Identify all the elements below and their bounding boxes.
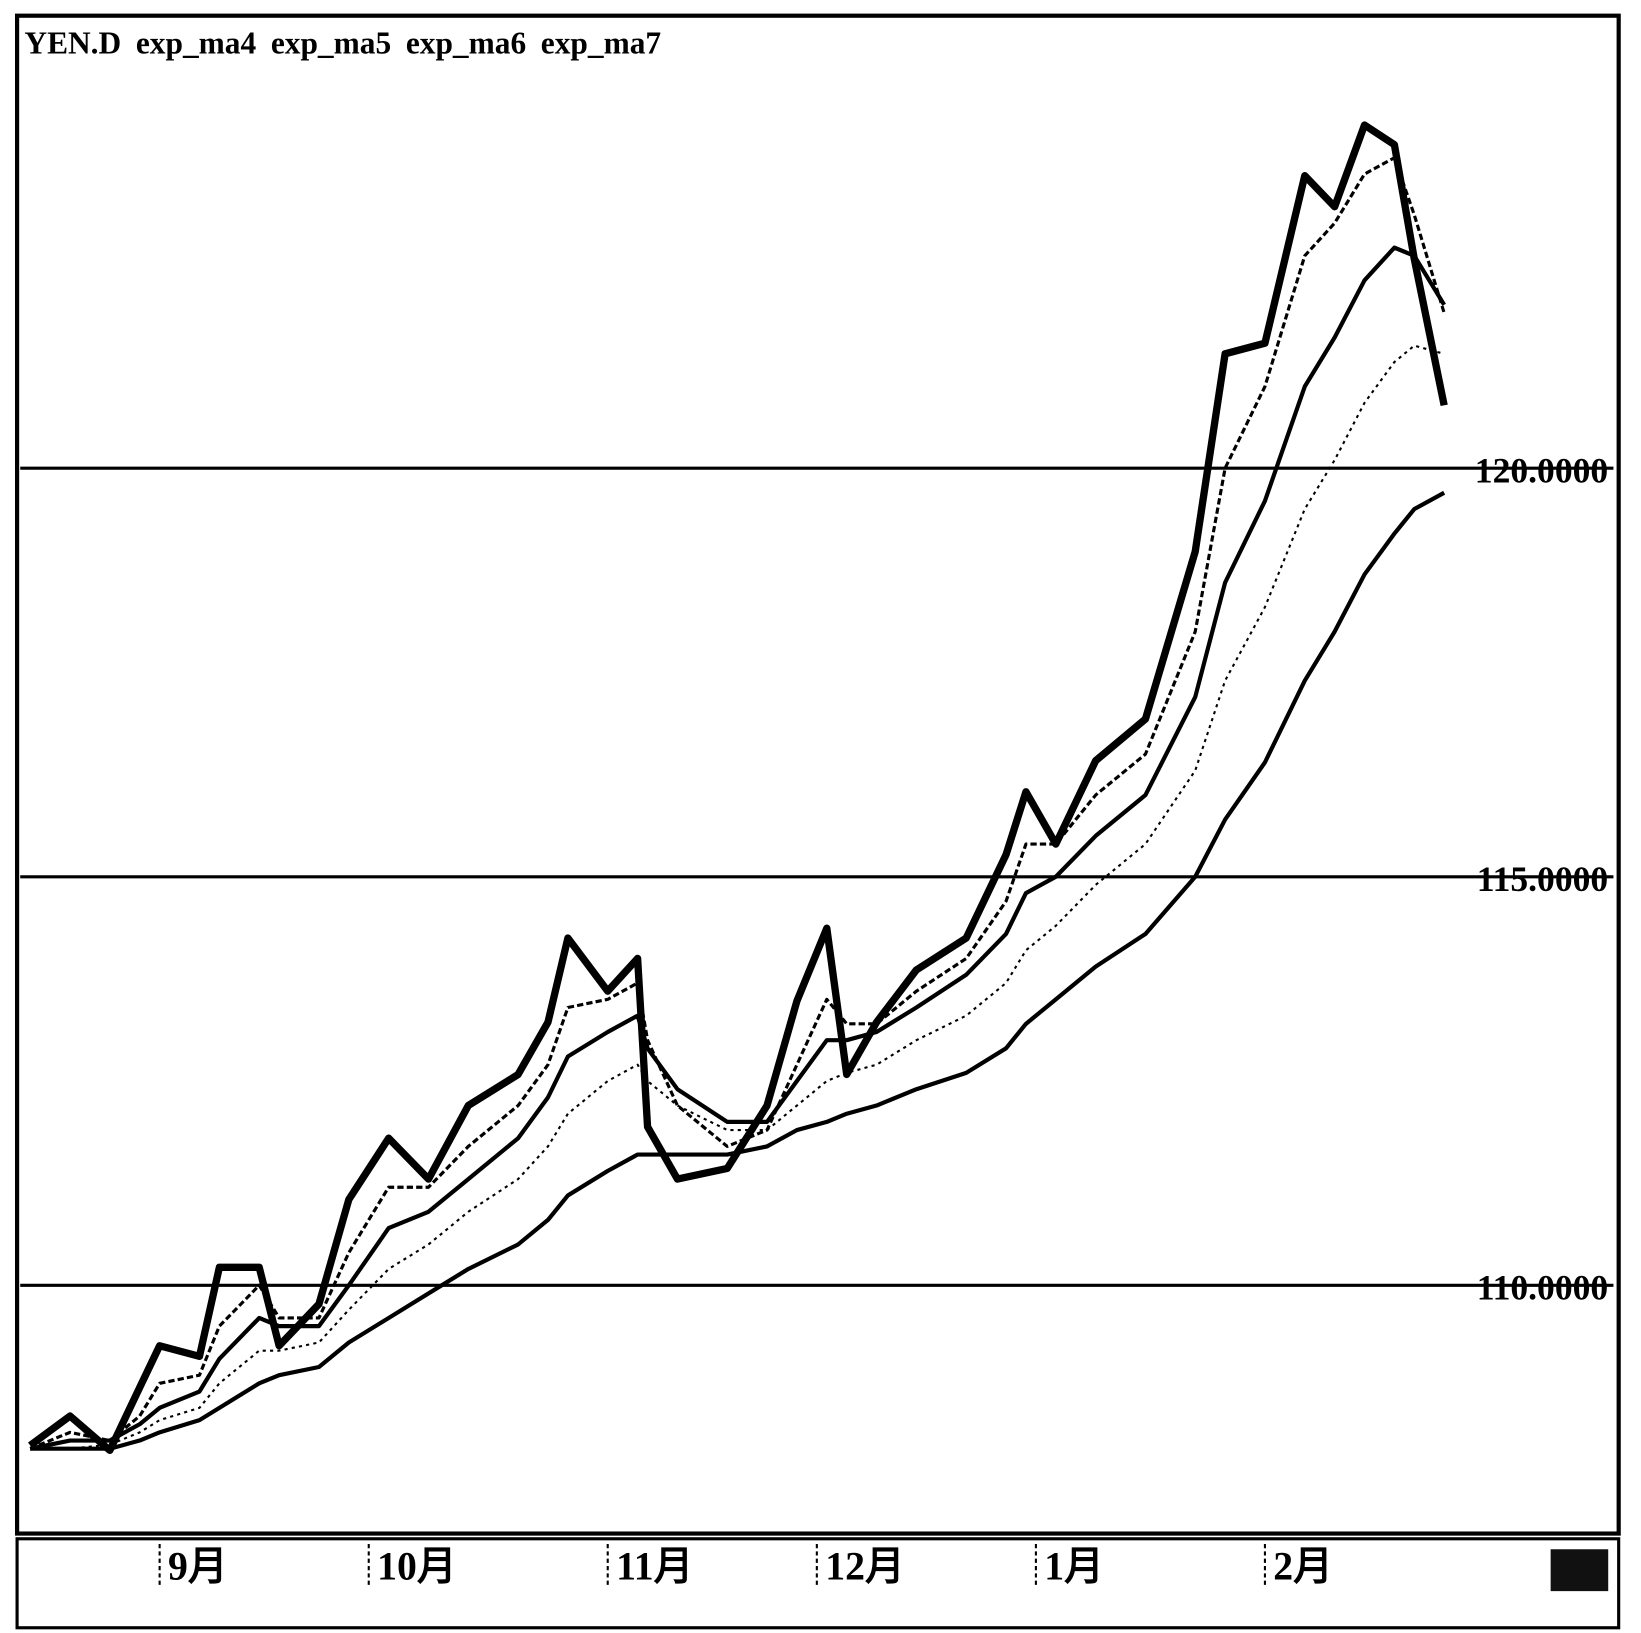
- series-line: [29, 245, 1446, 1451]
- legend-entry: YEN.D: [24, 25, 121, 60]
- legend-entry: exp_ma7: [541, 25, 661, 60]
- series-line: [30, 344, 1445, 1450]
- time-axis-frame: [15, 1537, 1621, 1630]
- x-tick-label: 10月: [377, 1544, 457, 1588]
- corner-box: [1550, 1549, 1609, 1592]
- series-line: [30, 490, 1446, 1451]
- plot-frame: [14, 13, 1621, 1536]
- legend-entry: exp_ma6: [406, 25, 526, 60]
- legend: YEN.D exp_ma4 exp_ma5 exp_ma6 exp_ma7: [24, 25, 661, 60]
- x-tick-label: 2月: [1273, 1544, 1333, 1588]
- legend-entry: exp_ma5: [271, 25, 391, 60]
- x-tick-label: 12月: [825, 1544, 905, 1588]
- series-line: [28, 121, 1448, 1455]
- x-tick-label: 9月: [168, 1544, 228, 1588]
- x-tick-label: 11月: [616, 1544, 693, 1588]
- y-tick-label: 115.0000: [1477, 859, 1608, 899]
- legend-entry: exp_ma4: [136, 25, 257, 60]
- series-line: [29, 156, 1446, 1451]
- y-tick-label: 110.0000: [1477, 1268, 1608, 1308]
- x-tick-label: 1月: [1044, 1544, 1104, 1588]
- y-tick-label: 120.0000: [1475, 451, 1608, 491]
